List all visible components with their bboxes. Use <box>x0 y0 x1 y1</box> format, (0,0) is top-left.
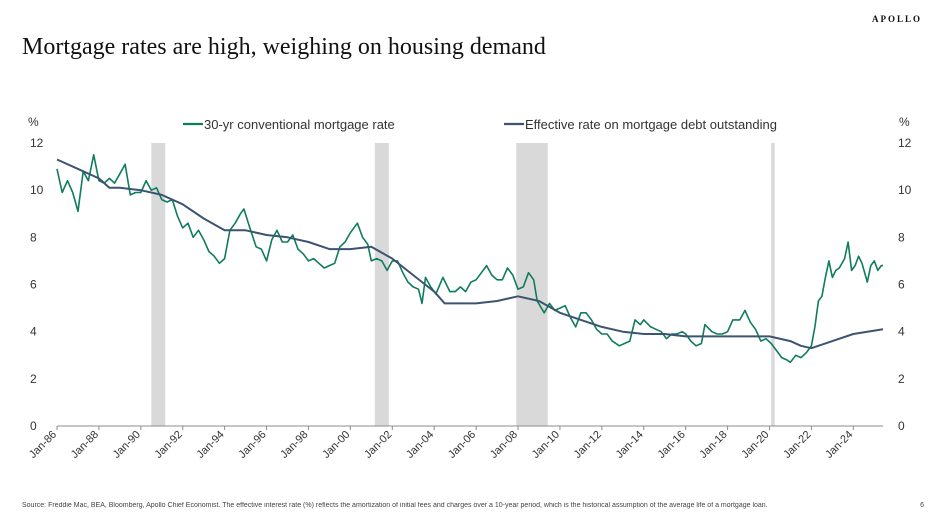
y-tick-label-left: 8 <box>30 230 37 244</box>
y-tick-label-right: 2 <box>898 372 905 386</box>
y-axis-unit-left: % <box>28 115 39 129</box>
y-tick-label-left: 0 <box>30 419 37 433</box>
y-tick-label-left: 2 <box>30 372 37 386</box>
x-tick-label: Jan-22 <box>781 429 813 461</box>
series-line-30yr-mortgage-rate <box>56 154 883 364</box>
x-tick-label: Jan-04 <box>404 429 436 461</box>
y-tick-label-left: 10 <box>30 183 44 197</box>
y-tick-label-right: 4 <box>898 325 905 339</box>
x-tick-label: Jan-94 <box>194 429 226 461</box>
x-tick-label: Jan-20 <box>739 429 771 461</box>
x-tick-label: Jan-08 <box>488 429 520 461</box>
x-tick-label: Jan-00 <box>320 429 352 461</box>
x-tick-label: Jan-96 <box>236 429 268 461</box>
source-note: Source: Freddie Mac, BEA, Bloomberg, Apo… <box>22 502 768 509</box>
x-tick-label: Jan-88 <box>69 429 101 461</box>
y-tick-label-right: 6 <box>898 278 905 292</box>
x-tick-label: Jan-90 <box>111 429 143 461</box>
page-title: Mortgage rates are high, weighing on hou… <box>22 34 546 60</box>
y-tick-label-right: 12 <box>898 136 912 150</box>
x-tick-label: Jan-92 <box>153 429 185 461</box>
x-tick-label: Jan-02 <box>362 429 394 461</box>
y-tick-label-right: 0 <box>898 419 905 433</box>
recession-band <box>771 143 775 426</box>
y-tick-label-left: 12 <box>30 136 44 150</box>
x-tick-label: Jan-14 <box>614 429 646 461</box>
series-line-effective-rate <box>56 158 884 350</box>
x-tick-label: Jan-18 <box>697 429 729 461</box>
y-tick-label-left: 6 <box>30 278 37 292</box>
x-tick-label: Jan-12 <box>572 429 604 461</box>
y-tick-label-left: 4 <box>30 325 37 339</box>
recession-bands <box>151 143 775 426</box>
x-tick-label: Jan-86 <box>27 429 59 461</box>
x-tick-label: Jan-06 <box>446 429 478 461</box>
page-number: 6 <box>920 502 924 509</box>
recession-band <box>151 143 166 426</box>
chart-series <box>56 154 884 364</box>
recession-band <box>516 143 548 426</box>
x-tick-label: Jan-24 <box>823 429 855 461</box>
y-tick-label-right: 10 <box>898 183 912 197</box>
y-axis-unit-right: % <box>899 115 910 129</box>
x-tick-label: Jan-16 <box>656 429 688 461</box>
x-tick-label: Jan-10 <box>530 429 562 461</box>
legend-label: Effective rate on mortgage debt outstand… <box>525 117 777 132</box>
x-tick-label: Jan-98 <box>278 429 310 461</box>
chart-legend: 30-yr conventional mortgage rate Effectiv… <box>183 117 777 132</box>
legend-label: 30-yr conventional mortgage rate <box>204 117 395 132</box>
recession-band <box>374 143 389 426</box>
apollo-logo: APOLLO <box>871 14 922 24</box>
y-tick-label-right: 8 <box>898 230 905 244</box>
